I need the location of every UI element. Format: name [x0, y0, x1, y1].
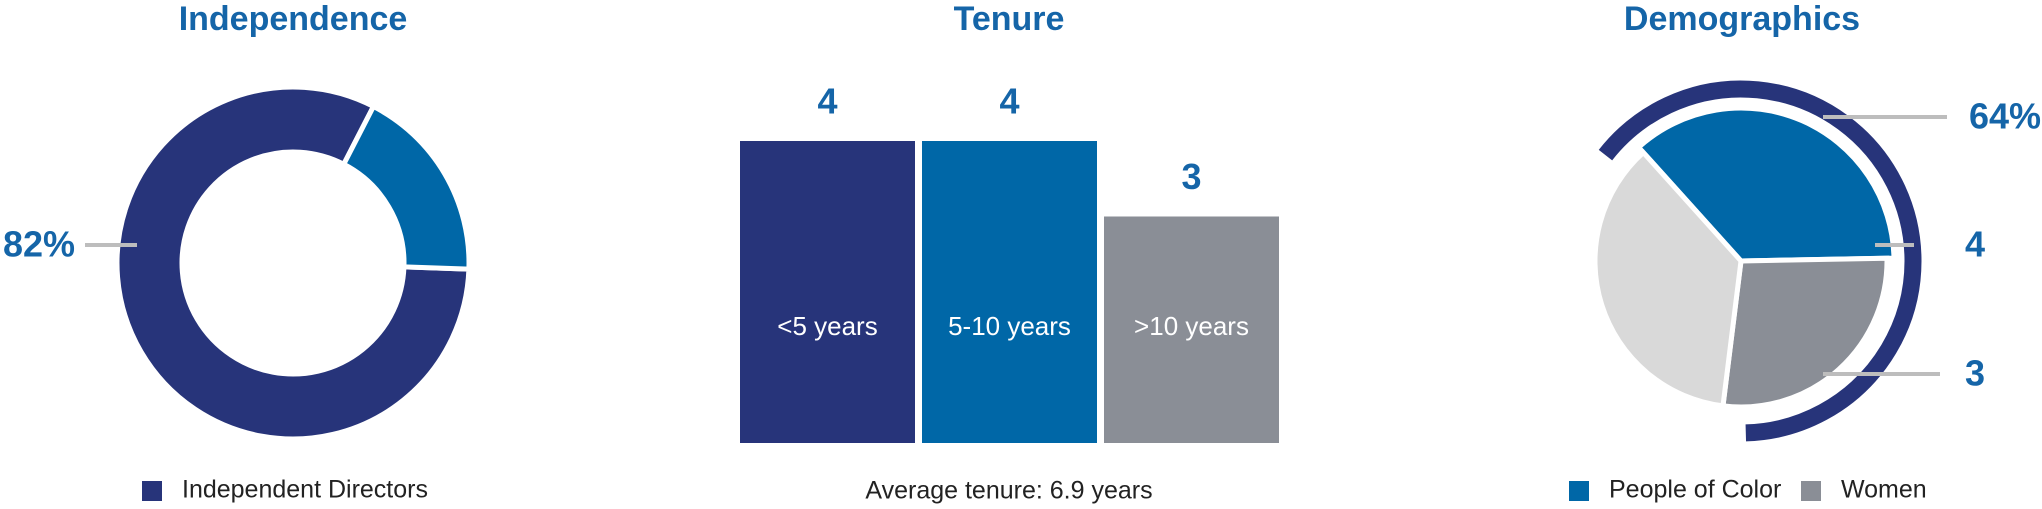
bar-label: >10 years — [1134, 311, 1249, 341]
bar — [1104, 216, 1279, 443]
donut-slice — [114, 84, 472, 442]
legend-swatch — [142, 481, 162, 501]
value-label: 4 — [1965, 224, 1985, 265]
bar — [740, 141, 915, 443]
value-label: 4 — [817, 81, 837, 122]
chart-title: Independence — [179, 0, 408, 38]
chart-title: Tenure — [954, 0, 1065, 38]
pie-slice — [1720, 255, 1890, 410]
bar — [922, 141, 1097, 443]
legend-label: Women — [1841, 476, 1927, 504]
value-label: 64% — [1969, 96, 2041, 137]
pie-slice — [1592, 148, 1744, 409]
legend-label: Independent Directors — [182, 476, 428, 504]
chart-title: Demographics — [1624, 0, 1860, 38]
value-label: 3 — [1965, 353, 1985, 394]
legend-swatch — [1801, 481, 1821, 501]
value-label: 4 — [999, 81, 1019, 122]
outer-ring — [1598, 80, 1922, 442]
bar-label: <5 years — [777, 311, 877, 341]
value-label: 3 — [1181, 156, 1201, 197]
legend-swatch — [1569, 481, 1589, 501]
note: Average tenure: 6.9 years — [865, 477, 1152, 505]
pie-slice — [1635, 105, 1897, 264]
donut-slice — [340, 103, 472, 272]
value-label: 82% — [3, 224, 75, 265]
legend-label: People of Color — [1609, 476, 1781, 504]
bar-label: 5-10 years — [948, 311, 1071, 341]
